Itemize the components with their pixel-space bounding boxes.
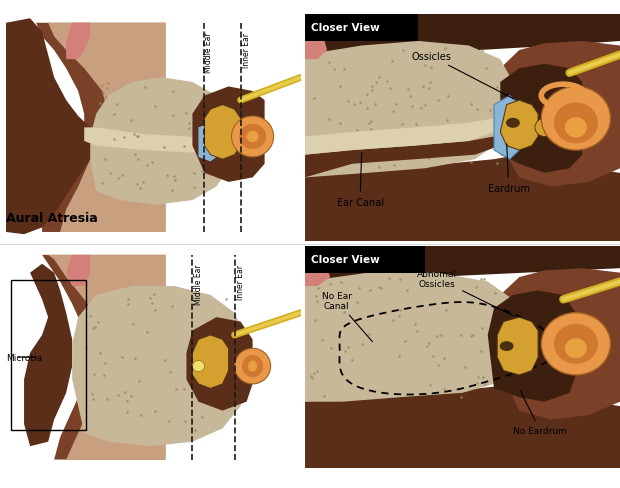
Polygon shape <box>500 101 538 151</box>
FancyBboxPatch shape <box>305 246 425 273</box>
Text: No Eardrum: No Eardrum <box>513 391 567 435</box>
Polygon shape <box>305 119 500 155</box>
Ellipse shape <box>248 361 257 372</box>
Polygon shape <box>305 260 330 286</box>
FancyBboxPatch shape <box>305 15 419 42</box>
Ellipse shape <box>234 348 270 384</box>
Polygon shape <box>494 96 519 160</box>
Polygon shape <box>192 87 265 183</box>
Circle shape <box>500 342 513 351</box>
Polygon shape <box>66 255 91 286</box>
Text: Closer View: Closer View <box>311 23 380 33</box>
Polygon shape <box>497 318 538 375</box>
Polygon shape <box>488 291 576 402</box>
Text: Ear Canal: Ear Canal <box>337 154 384 207</box>
Ellipse shape <box>541 313 611 375</box>
Polygon shape <box>305 15 620 56</box>
Ellipse shape <box>554 324 598 364</box>
Polygon shape <box>42 255 166 460</box>
Ellipse shape <box>535 119 554 137</box>
Polygon shape <box>91 78 234 205</box>
Polygon shape <box>494 268 620 420</box>
Ellipse shape <box>247 131 259 143</box>
Ellipse shape <box>565 339 587 359</box>
Polygon shape <box>500 64 582 174</box>
Text: Closer View: Closer View <box>311 255 380 265</box>
Text: Inner Ear: Inner Ear <box>236 264 245 299</box>
Polygon shape <box>305 28 327 60</box>
Polygon shape <box>305 137 500 178</box>
Text: Middle Ear: Middle Ear <box>203 33 213 73</box>
Polygon shape <box>305 273 519 402</box>
Polygon shape <box>24 264 72 446</box>
Polygon shape <box>84 128 205 153</box>
Polygon shape <box>494 42 620 187</box>
Polygon shape <box>6 19 96 235</box>
Polygon shape <box>192 335 229 388</box>
Ellipse shape <box>554 103 598 144</box>
Text: Aural Atresia: Aural Atresia <box>6 211 98 224</box>
Text: Ossicles: Ossicles <box>411 52 513 100</box>
Polygon shape <box>205 105 241 160</box>
Ellipse shape <box>242 355 263 377</box>
Circle shape <box>506 119 520 128</box>
Text: Middle Ear: Middle Ear <box>194 264 203 305</box>
Polygon shape <box>305 155 620 242</box>
Text: Inner Ear: Inner Ear <box>242 33 251 68</box>
Polygon shape <box>305 42 513 178</box>
Polygon shape <box>48 255 166 460</box>
Ellipse shape <box>239 125 266 150</box>
Polygon shape <box>305 384 620 468</box>
Ellipse shape <box>565 118 587 138</box>
Polygon shape <box>36 24 166 232</box>
Polygon shape <box>187 318 252 411</box>
Text: Abnomal
Ossicles: Abnomal Ossicles <box>417 269 513 316</box>
Polygon shape <box>48 24 166 232</box>
Ellipse shape <box>231 117 273 158</box>
Text: No Ear
Canal: No Ear Canal <box>322 291 373 342</box>
Polygon shape <box>66 24 91 60</box>
Ellipse shape <box>541 87 611 151</box>
Text: Microtia: Microtia <box>6 353 42 362</box>
Polygon shape <box>72 286 247 446</box>
Ellipse shape <box>192 361 205 372</box>
Polygon shape <box>198 123 216 162</box>
Polygon shape <box>305 246 620 282</box>
Text: Eardrum: Eardrum <box>488 144 529 194</box>
